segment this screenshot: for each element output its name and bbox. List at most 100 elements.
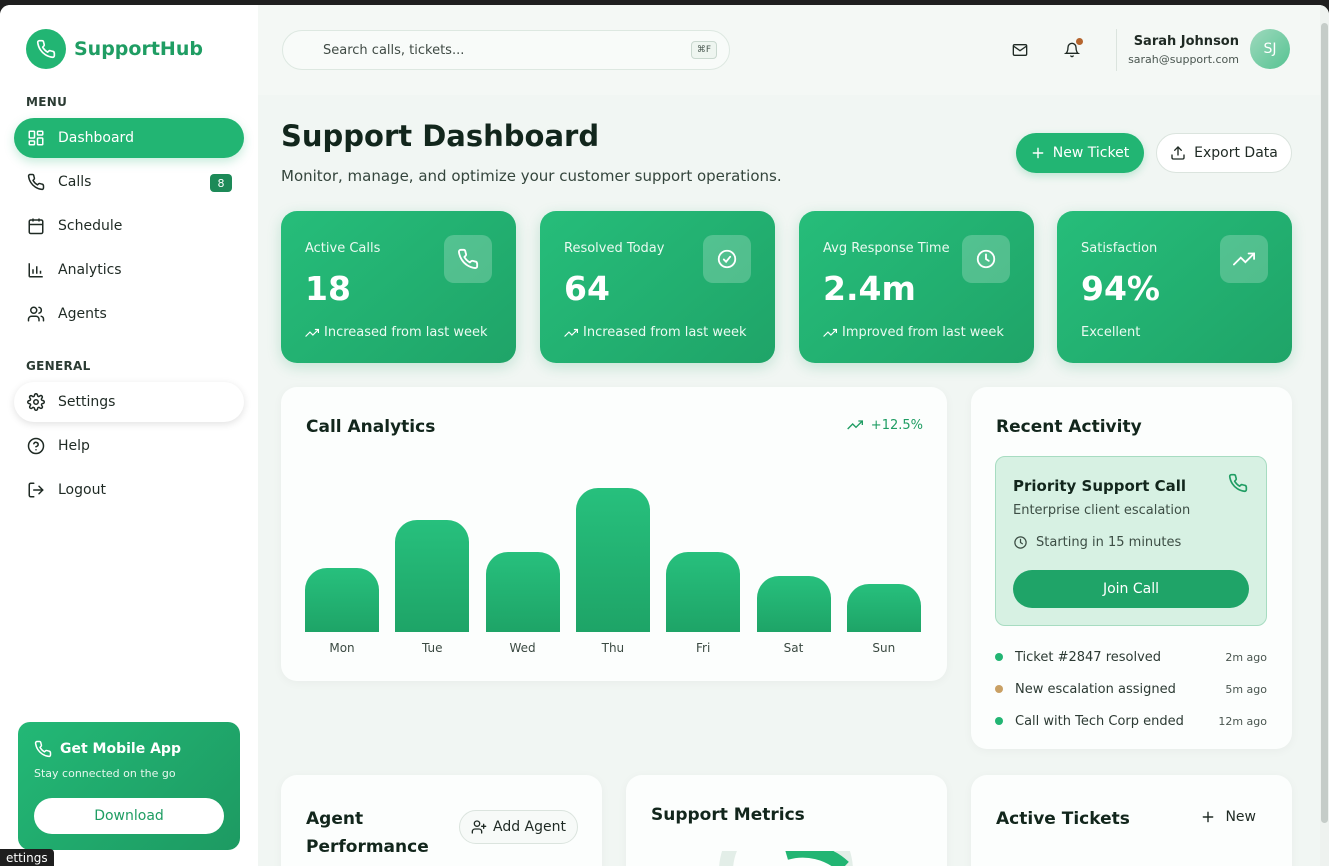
calendar-icon bbox=[26, 216, 46, 236]
stat-footnote: Increased from last week bbox=[564, 325, 747, 340]
page-title: Support Dashboard bbox=[281, 119, 600, 153]
mail-icon[interactable] bbox=[1008, 38, 1032, 62]
clock-icon bbox=[962, 235, 1010, 283]
add-agent-label: Add Agent bbox=[493, 819, 566, 835]
status-dot bbox=[995, 685, 1003, 693]
activity-text: Ticket #2847 resolved bbox=[1015, 649, 1162, 665]
menu-section-label: MENU bbox=[26, 95, 68, 109]
search-input[interactable] bbox=[323, 42, 663, 58]
bar-sun[interactable] bbox=[846, 584, 921, 632]
call-analytics-title: Call Analytics bbox=[306, 417, 436, 437]
stat-footnote-text: Improved from last week bbox=[842, 325, 1004, 340]
activity-item[interactable]: Ticket #2847 resolved 2m ago bbox=[995, 647, 1267, 667]
activity-item[interactable]: Call with Tech Corp ended 12m ago bbox=[995, 711, 1267, 731]
sidebar-item-calls[interactable]: Calls 8 bbox=[14, 162, 244, 202]
scrollbar-thumb[interactable] bbox=[1321, 23, 1328, 823]
promo-title-text: Get Mobile App bbox=[60, 741, 181, 757]
bar-label-wed: Wed bbox=[509, 641, 536, 655]
stat-footnote-text: Increased from last week bbox=[583, 325, 747, 340]
calls-count-badge: 8 bbox=[210, 174, 232, 192]
trend-value: +12.5% bbox=[870, 417, 923, 433]
trend-up-icon bbox=[1220, 235, 1268, 283]
plus-icon bbox=[1201, 810, 1215, 824]
recent-activity-title: Recent Activity bbox=[996, 417, 1142, 437]
plus-icon bbox=[1031, 146, 1045, 160]
bar-fri[interactable] bbox=[666, 552, 741, 632]
export-data-button[interactable]: Export Data bbox=[1156, 133, 1292, 173]
stat-footnote-text: Excellent bbox=[1081, 325, 1141, 340]
bar-mon[interactable] bbox=[305, 568, 379, 632]
brand-name: SupportHub bbox=[74, 38, 203, 60]
active-tickets-title: Active Tickets bbox=[996, 809, 1130, 829]
bar-sat[interactable] bbox=[756, 576, 831, 632]
divider bbox=[1116, 29, 1117, 71]
activity-time: 2m ago bbox=[1225, 650, 1267, 664]
call-analytics-trend: +12.5% bbox=[846, 417, 923, 433]
priority-call-subtitle: Enterprise client escalation bbox=[1013, 503, 1191, 518]
logout-icon bbox=[26, 480, 46, 500]
new-ticket-link[interactable]: New bbox=[1201, 809, 1256, 825]
bar-wed[interactable] bbox=[485, 552, 560, 632]
sidebar-item-label: Settings bbox=[58, 394, 116, 410]
bar-thu[interactable] bbox=[575, 488, 650, 632]
call-analytics-card: Call Analytics +12.5% Mon Tue Wed Thu Fri Sat… bbox=[281, 387, 947, 681]
user-name: Sarah Johnson bbox=[1133, 34, 1239, 49]
priority-call-title: Priority Support Call bbox=[1013, 477, 1187, 495]
clock-icon bbox=[1013, 535, 1028, 550]
sidebar: SupportHub MENU Dashboard Calls 8 Schedu… bbox=[0, 5, 258, 866]
sidebar-item-label: Schedule bbox=[58, 218, 123, 234]
search-shortcut-hint: ⌘F bbox=[690, 41, 717, 59]
bar-label-sun: Sun bbox=[872, 641, 896, 655]
sidebar-item-label: Agents bbox=[58, 306, 107, 322]
trend-up-icon bbox=[846, 417, 863, 433]
sidebar-item-logout[interactable]: Logout bbox=[14, 470, 244, 510]
new-ticket-button[interactable]: New Ticket bbox=[1016, 133, 1144, 173]
upload-icon bbox=[1170, 145, 1186, 161]
sidebar-item-analytics[interactable]: Analytics bbox=[14, 250, 244, 290]
agent-performance-card: Agent Performance Add Agent bbox=[281, 775, 602, 866]
sidebar-item-label: Calls bbox=[58, 174, 92, 190]
activity-time: 12m ago bbox=[1218, 714, 1267, 728]
stat-value: 94% bbox=[1081, 269, 1160, 308]
brand[interactable]: SupportHub bbox=[26, 29, 203, 69]
agent-performance-title-line1: Agent bbox=[306, 809, 364, 829]
stat-card-avg-response: Avg Response Time 2.4m Improved from las… bbox=[799, 211, 1034, 363]
export-data-label: Export Data bbox=[1194, 145, 1278, 161]
sidebar-item-label: Help bbox=[58, 438, 90, 454]
help-circle-icon bbox=[26, 436, 46, 456]
grid-icon bbox=[26, 128, 46, 148]
bar-chart-icon bbox=[26, 260, 46, 280]
sidebar-item-schedule[interactable]: Schedule bbox=[14, 206, 244, 246]
add-agent-button[interactable]: Add Agent bbox=[459, 810, 578, 844]
page-subtitle: Monitor, manage, and optimize your custo… bbox=[281, 167, 782, 185]
stat-footnote: Excellent bbox=[1081, 325, 1140, 340]
activity-item[interactable]: New escalation assigned 5m ago bbox=[995, 679, 1267, 699]
search-box[interactable]: ⌘F bbox=[282, 30, 730, 70]
stat-card-resolved-today: Resolved Today 64 Increased from last we… bbox=[540, 211, 775, 363]
bar-tue[interactable] bbox=[395, 520, 470, 632]
user-email: sarah@support.com bbox=[1128, 53, 1239, 66]
sidebar-item-dashboard[interactable]: Dashboard bbox=[14, 118, 244, 158]
phone-icon bbox=[34, 740, 52, 758]
stat-label: Resolved Today bbox=[564, 241, 665, 256]
status-dot bbox=[995, 717, 1003, 725]
activity-text: New escalation assigned bbox=[1015, 681, 1176, 697]
general-section-label: GENERAL bbox=[26, 359, 91, 373]
download-button[interactable]: Download bbox=[34, 798, 224, 834]
bar-label-mon: Mon bbox=[329, 641, 355, 655]
stat-label: Active Calls bbox=[305, 241, 381, 256]
agent-performance-title-line2: Performance bbox=[306, 837, 429, 857]
sidebar-item-agents[interactable]: Agents bbox=[14, 294, 244, 334]
avatar[interactable]: SJ bbox=[1250, 29, 1290, 69]
bell-icon[interactable] bbox=[1060, 38, 1084, 62]
bar-chart bbox=[305, 467, 922, 632]
support-metrics-title: Support Metrics bbox=[651, 805, 805, 825]
bar-label-tue: Tue bbox=[422, 641, 443, 655]
check-circle-icon bbox=[703, 235, 751, 283]
sidebar-item-settings[interactable]: Settings bbox=[14, 382, 244, 422]
scrollbar[interactable] bbox=[1320, 5, 1329, 866]
user-plus-icon bbox=[471, 819, 487, 835]
priority-call-time-text: Starting in 15 minutes bbox=[1036, 535, 1182, 550]
join-call-button[interactable]: Join Call bbox=[1013, 570, 1249, 608]
sidebar-item-help[interactable]: Help bbox=[14, 426, 244, 466]
